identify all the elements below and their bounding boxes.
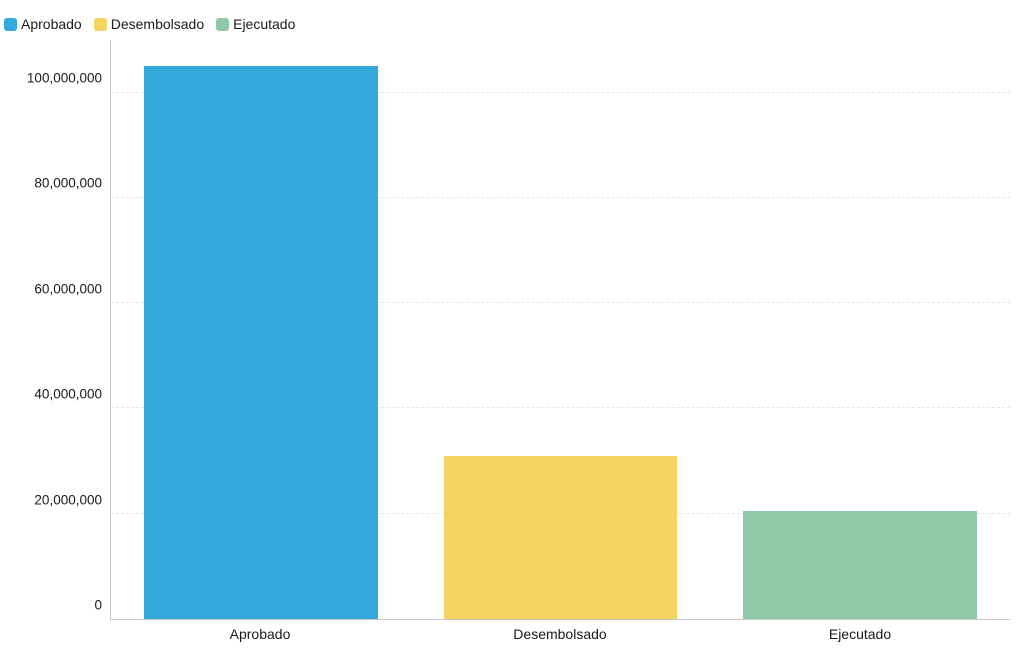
y-tick-label: 40,000,000 — [34, 387, 102, 402]
y-tick-label: 60,000,000 — [34, 281, 102, 296]
legend: Aprobado Desembolsado Ejecutado — [0, 12, 1008, 36]
y-tick-label: 0 — [94, 598, 102, 613]
y-axis: 0 20,000,000 40,000,000 60,000,000 80,00… — [0, 40, 110, 620]
bar-aprobado — [144, 66, 378, 619]
y-tick-label: 100,000,000 — [27, 70, 102, 85]
legend-label: Ejecutado — [233, 16, 295, 32]
chart-area: 0 20,000,000 40,000,000 60,000,000 80,00… — [0, 40, 1020, 650]
chart-root: Aprobado Desembolsado Ejecutado 0 20,000… — [0, 0, 1020, 650]
legend-swatch-aprobado — [4, 18, 17, 31]
y-tick-label: 80,000,000 — [34, 176, 102, 191]
legend-item-aprobado: Aprobado — [4, 16, 82, 32]
legend-item-ejecutado: Ejecutado — [216, 16, 295, 32]
x-axis-labels: Aprobado Desembolsado Ejecutado — [110, 620, 1010, 650]
bar-desembolsado — [444, 456, 678, 619]
bar-slot — [710, 40, 1010, 619]
bar-ejecutado — [743, 511, 977, 619]
bar-slot — [411, 40, 711, 619]
x-label: Aprobado — [110, 620, 410, 650]
plot-region — [110, 40, 1010, 620]
legend-label: Desembolsado — [111, 16, 204, 32]
x-label: Ejecutado — [710, 620, 1010, 650]
x-label: Desembolsado — [410, 620, 710, 650]
y-tick-label: 20,000,000 — [34, 492, 102, 507]
legend-label: Aprobado — [21, 16, 82, 32]
legend-swatch-ejecutado — [216, 18, 229, 31]
legend-item-desembolsado: Desembolsado — [94, 16, 204, 32]
bar-slot — [111, 40, 411, 619]
legend-swatch-desembolsado — [94, 18, 107, 31]
bars-container — [111, 40, 1010, 619]
